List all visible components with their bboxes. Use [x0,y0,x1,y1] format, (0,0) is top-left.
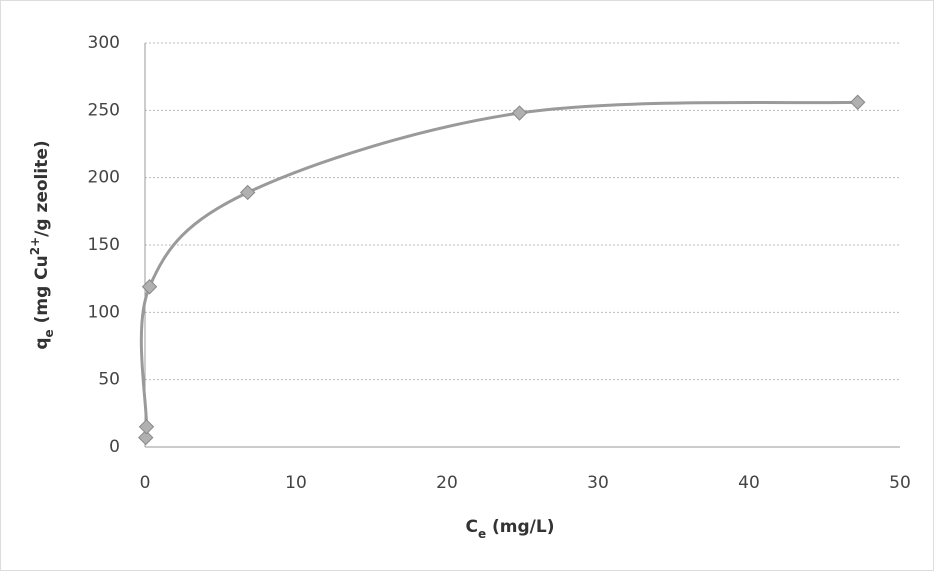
axis-title-part: e [478,527,486,541]
axis-title-part: 2+ [28,237,42,255]
x-tick-label: 20 [436,473,458,493]
x-tick-label: 50 [889,473,911,493]
y-tick-label: 100 [88,302,120,322]
y-tick-label: 0 [109,437,120,457]
y-tick-label: 150 [88,235,120,255]
y-tick-label: 250 [88,100,120,120]
axis-title-part: q [32,337,52,349]
axis-title-part: (mg Cu [32,255,52,329]
axis-title-part: /g zeolite) [32,140,52,236]
axis-title-part: (mg/L) [486,517,554,537]
y-tick-label: 200 [88,168,120,188]
chart: 05010015020025030001020304050Ce (mg/L)qe… [0,0,934,571]
x-tick-label: 30 [587,473,609,493]
x-tick-label: 0 [140,473,151,493]
axis-title-part: e [42,329,56,337]
x-tick-label: 40 [738,473,760,493]
x-tick-label: 10 [285,473,307,493]
y-tick-label: 300 [88,33,120,53]
axis-title-part: C [465,517,477,537]
y-tick-label: 50 [98,370,120,390]
